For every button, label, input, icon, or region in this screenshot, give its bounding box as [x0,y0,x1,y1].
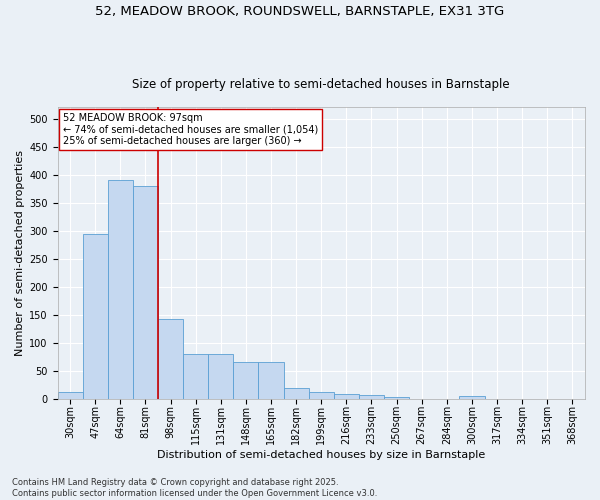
Bar [108,180,133,399]
Text: 52 MEADOW BROOK: 97sqm
← 74% of semi-detached houses are smaller (1,054)
25% of : 52 MEADOW BROOK: 97sqm ← 74% of semi-det… [63,114,318,146]
Bar [208,354,233,399]
Bar [359,396,384,399]
Bar [58,392,83,399]
Bar [183,354,208,399]
Bar [308,392,334,399]
Bar [259,362,284,399]
Bar [83,234,108,399]
Y-axis label: Number of semi-detached properties: Number of semi-detached properties [15,150,25,356]
Bar [460,396,485,399]
Text: Contains HM Land Registry data © Crown copyright and database right 2025.
Contai: Contains HM Land Registry data © Crown c… [12,478,377,498]
Bar [384,397,409,399]
X-axis label: Distribution of semi-detached houses by size in Barnstaple: Distribution of semi-detached houses by … [157,450,485,460]
Bar [334,394,359,399]
Bar [133,186,158,399]
Title: Size of property relative to semi-detached houses in Barnstaple: Size of property relative to semi-detach… [133,78,510,91]
Text: 52, MEADOW BROOK, ROUNDSWELL, BARNSTAPLE, EX31 3TG: 52, MEADOW BROOK, ROUNDSWELL, BARNSTAPLE… [95,5,505,18]
Bar [284,388,308,399]
Bar [233,362,259,399]
Bar [158,318,183,399]
